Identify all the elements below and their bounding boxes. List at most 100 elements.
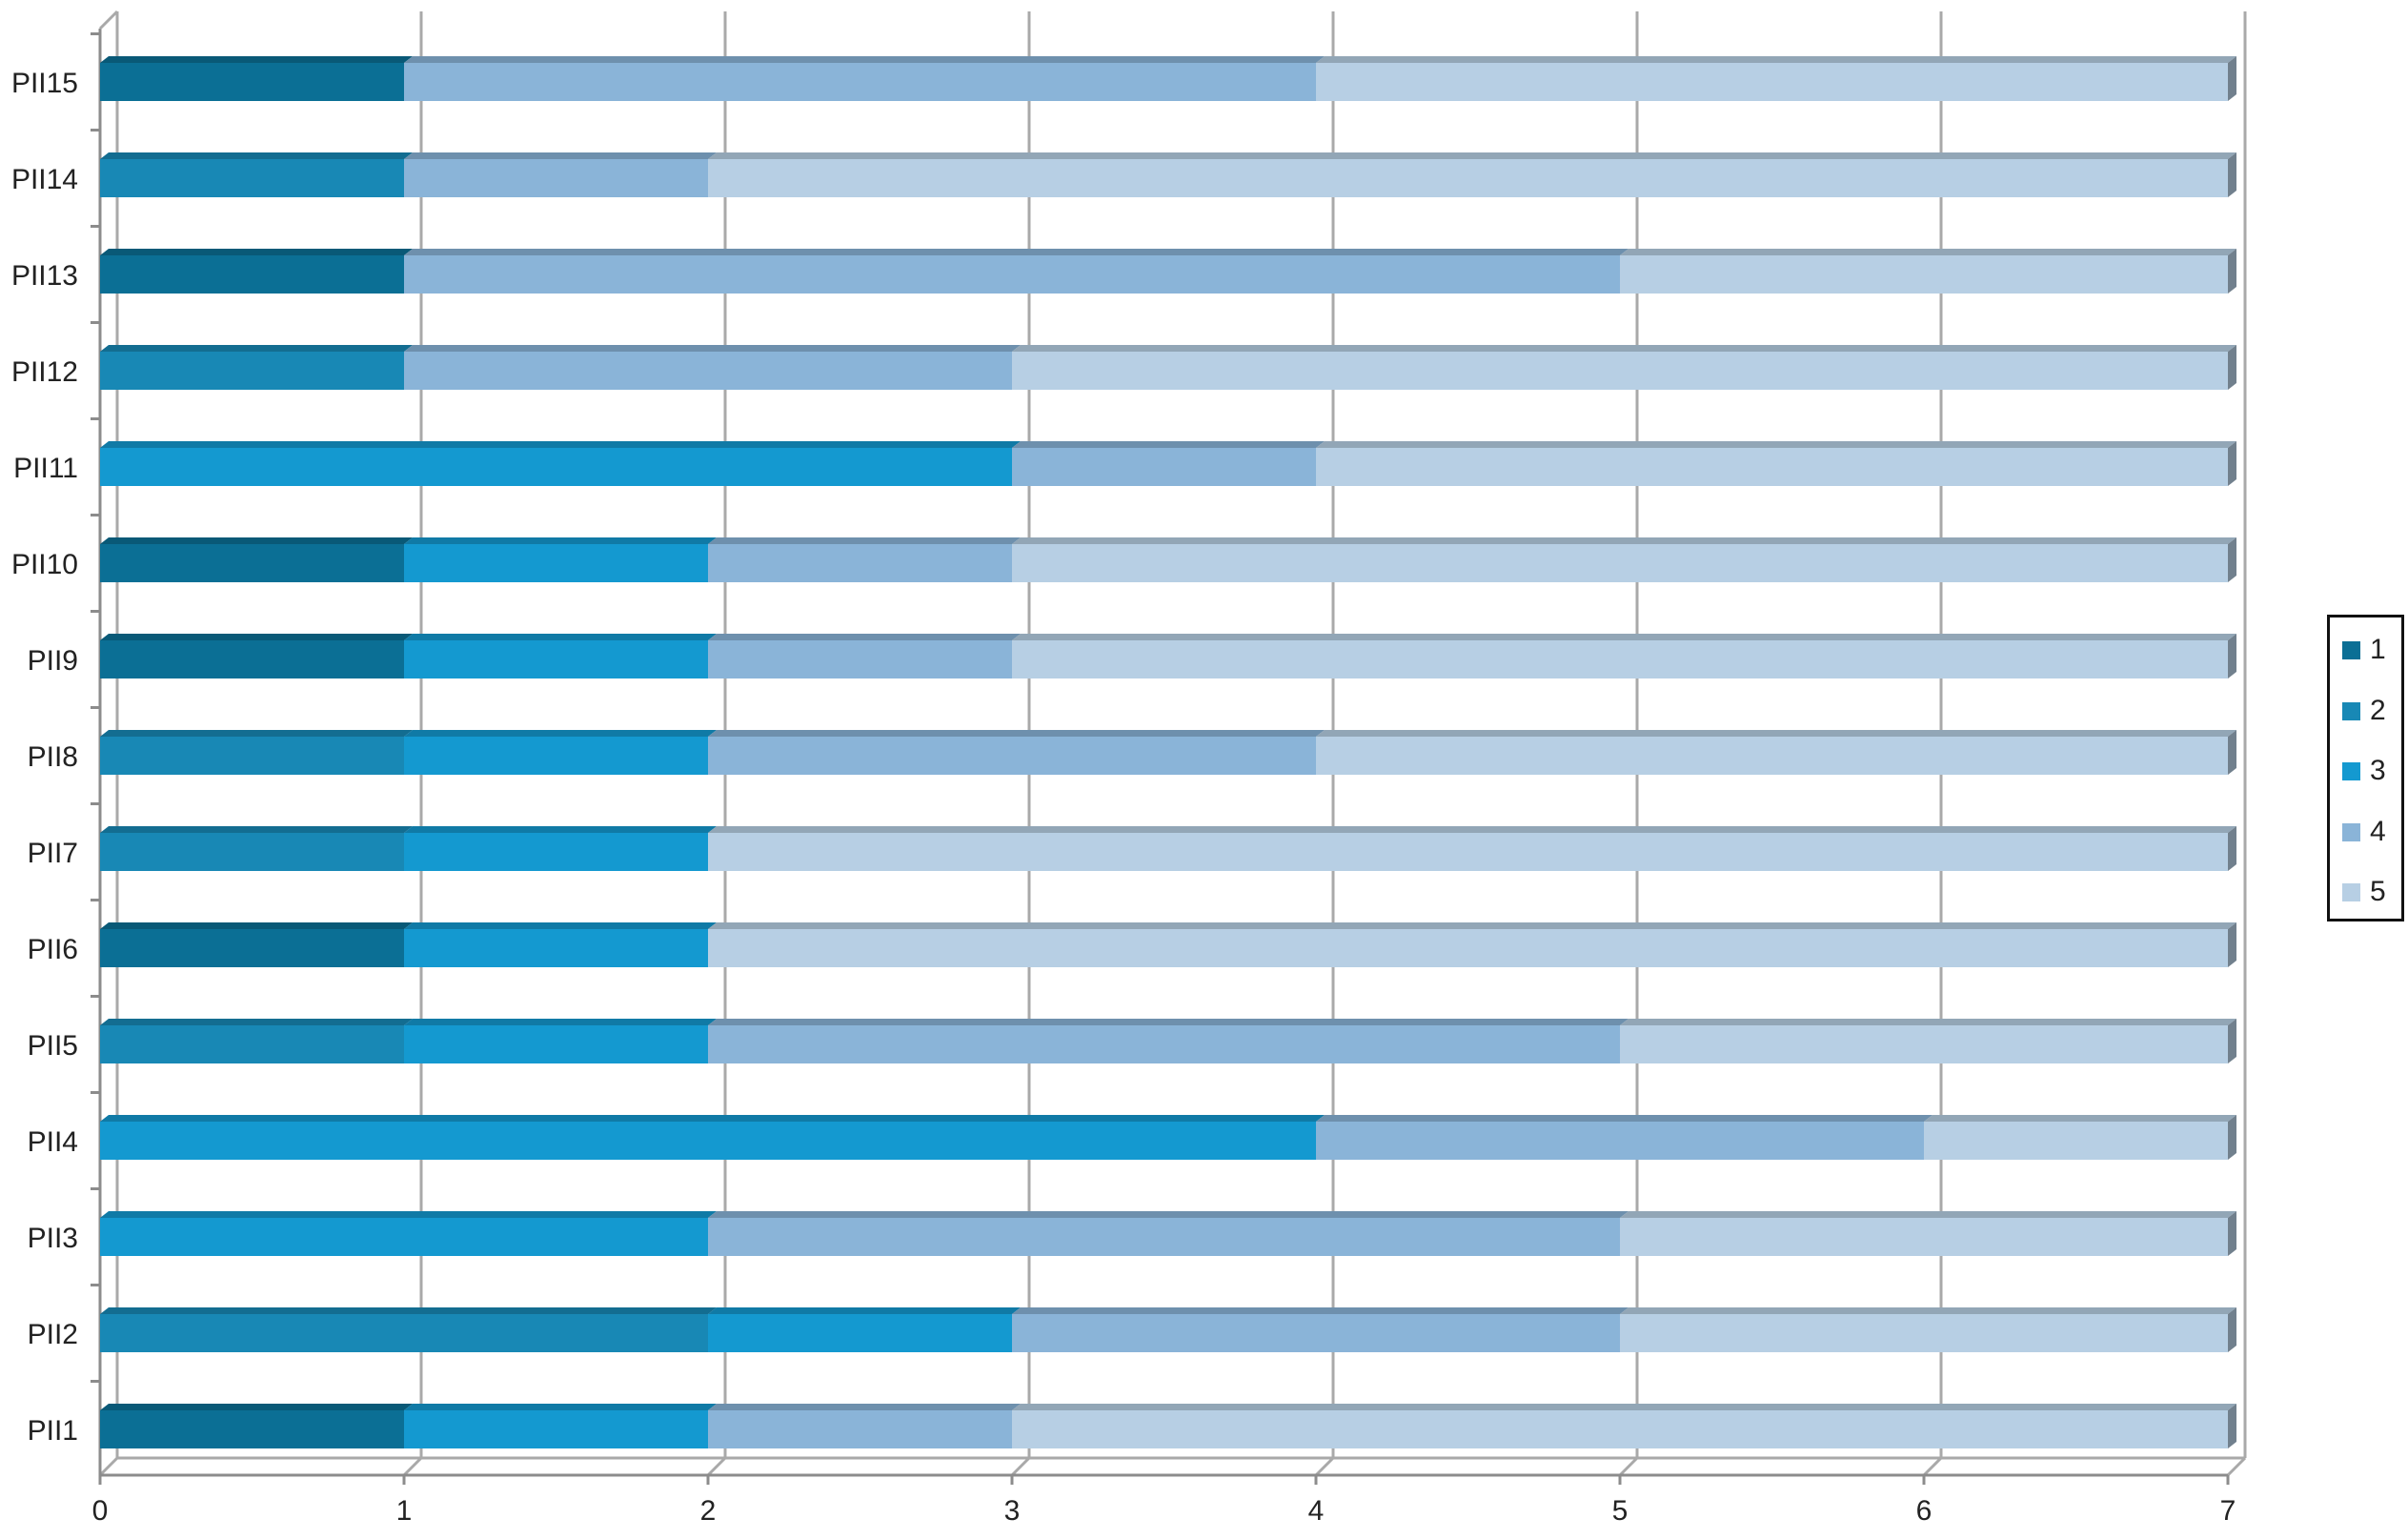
bar-end-face (2228, 1019, 2236, 1063)
x-tick-label: 2 (700, 1495, 717, 1527)
bar-segment (100, 1218, 708, 1256)
bar-end-face (2228, 345, 2236, 390)
bar-segment (708, 544, 1012, 582)
bar-segment (100, 737, 404, 775)
bar-segment (100, 352, 404, 390)
y-tick-label: PII12 (11, 356, 78, 388)
legend-swatch (2342, 883, 2360, 901)
bar-segment (100, 1122, 1316, 1160)
bar-end-face (2228, 826, 2236, 871)
legend-item: 4 (2330, 813, 2401, 851)
bar-segment (1012, 1410, 2228, 1448)
bar-segment (708, 1025, 1620, 1063)
legend-item: 3 (2330, 752, 2401, 790)
chart-legend: 1 2 3 4 5 (2327, 615, 2404, 921)
bar-end-face (2228, 730, 2236, 775)
bar-segment (1316, 448, 2228, 486)
legend-swatch (2342, 822, 2360, 841)
y-tick-label: PII1 (28, 1415, 78, 1447)
bar-top-face (1012, 537, 2236, 544)
floor-gridline (706, 1456, 727, 1477)
bar-end-face (2228, 1211, 2236, 1256)
legend-item: 2 (2330, 692, 2401, 730)
bar-segment (404, 1025, 708, 1063)
bar-top-face (1316, 441, 2236, 448)
bar-top-face (708, 1307, 1021, 1314)
bar-top-face (404, 1019, 717, 1025)
bar-segment (1620, 1314, 2228, 1352)
floor-gridline (2226, 1456, 2247, 1477)
bar-top-face (100, 152, 413, 159)
bar-end-face (2228, 152, 2236, 197)
bar-top-face (404, 1404, 717, 1410)
bar-segment (100, 544, 404, 582)
bar-top-face (404, 922, 717, 929)
bar-segment (100, 1025, 404, 1063)
bar-segment (100, 640, 404, 678)
bar-top-face (100, 537, 413, 544)
y-tick-label: PII9 (28, 645, 78, 677)
bar-segment (404, 737, 708, 775)
bar-top-face (708, 730, 1325, 737)
bar-top-face (404, 152, 717, 159)
bar-segment (404, 640, 708, 678)
bar-top-face (708, 152, 2236, 159)
bar-segment (708, 1314, 1012, 1352)
bar-segment (404, 929, 708, 967)
bar-top-face (708, 922, 2236, 929)
bar-segment (1012, 544, 2228, 582)
bar-segment (708, 1218, 1620, 1256)
floor-gridline (1010, 1456, 1031, 1477)
bar-segment (1924, 1122, 2228, 1160)
x-tick-label: 0 (92, 1495, 109, 1527)
bar-end-face (2228, 56, 2236, 101)
x-tick-label: 1 (396, 1495, 413, 1527)
bar-segment (1620, 1218, 2228, 1256)
legend-label: 2 (2370, 694, 2386, 726)
bar-segment (100, 833, 404, 871)
y-tick-label: PII10 (11, 549, 78, 580)
bar-segment (1316, 1122, 1924, 1160)
bar-top-face (708, 1019, 1629, 1025)
bar-end-face (2228, 634, 2236, 678)
legend-label: 3 (2370, 755, 2386, 786)
x-tick-label: 3 (1004, 1495, 1021, 1527)
floor-gridline (98, 1456, 119, 1477)
y-tick-label: PII15 (11, 68, 78, 99)
bar-top-face (1316, 1115, 1932, 1122)
bar-segment (1316, 737, 2228, 775)
bar-end-face (2228, 1115, 2236, 1160)
bar-end-face (2228, 537, 2236, 582)
bar-top-face (100, 1307, 717, 1314)
bar-segment (1012, 352, 2228, 390)
bar-segment (708, 1410, 1012, 1448)
bar-top-face (100, 634, 413, 640)
bar-top-face (1012, 1307, 1629, 1314)
x-tick-label: 6 (1916, 1495, 1932, 1527)
legend-item: 5 (2330, 873, 2401, 911)
bar-segment (404, 544, 708, 582)
floor-gridline (1314, 1456, 1335, 1477)
bar-segment (404, 833, 708, 871)
bar-segment (1620, 1025, 2228, 1063)
bar-top-face (100, 1115, 1325, 1122)
x-tick-label: 5 (1612, 1495, 1629, 1527)
y-tick-label: PII5 (28, 1030, 78, 1062)
bar-end-face (2228, 1307, 2236, 1352)
bar-segment (1620, 255, 2228, 294)
legend-label: 4 (2370, 815, 2386, 847)
y-tick-label: PII14 (11, 164, 78, 195)
bar-segment (100, 63, 404, 101)
bar-segment (100, 255, 404, 294)
bar-top-face (708, 634, 1021, 640)
bar-top-face (404, 634, 717, 640)
bar-segment (404, 159, 708, 197)
bar-top-face (708, 537, 1021, 544)
bar-segment (100, 448, 1012, 486)
bar-top-face (100, 345, 413, 352)
bar-top-face (100, 826, 413, 833)
bar-top-face (1316, 56, 2236, 63)
bar-segment (1012, 448, 1316, 486)
bar-top-face (100, 441, 1021, 448)
legend-swatch (2342, 762, 2360, 780)
